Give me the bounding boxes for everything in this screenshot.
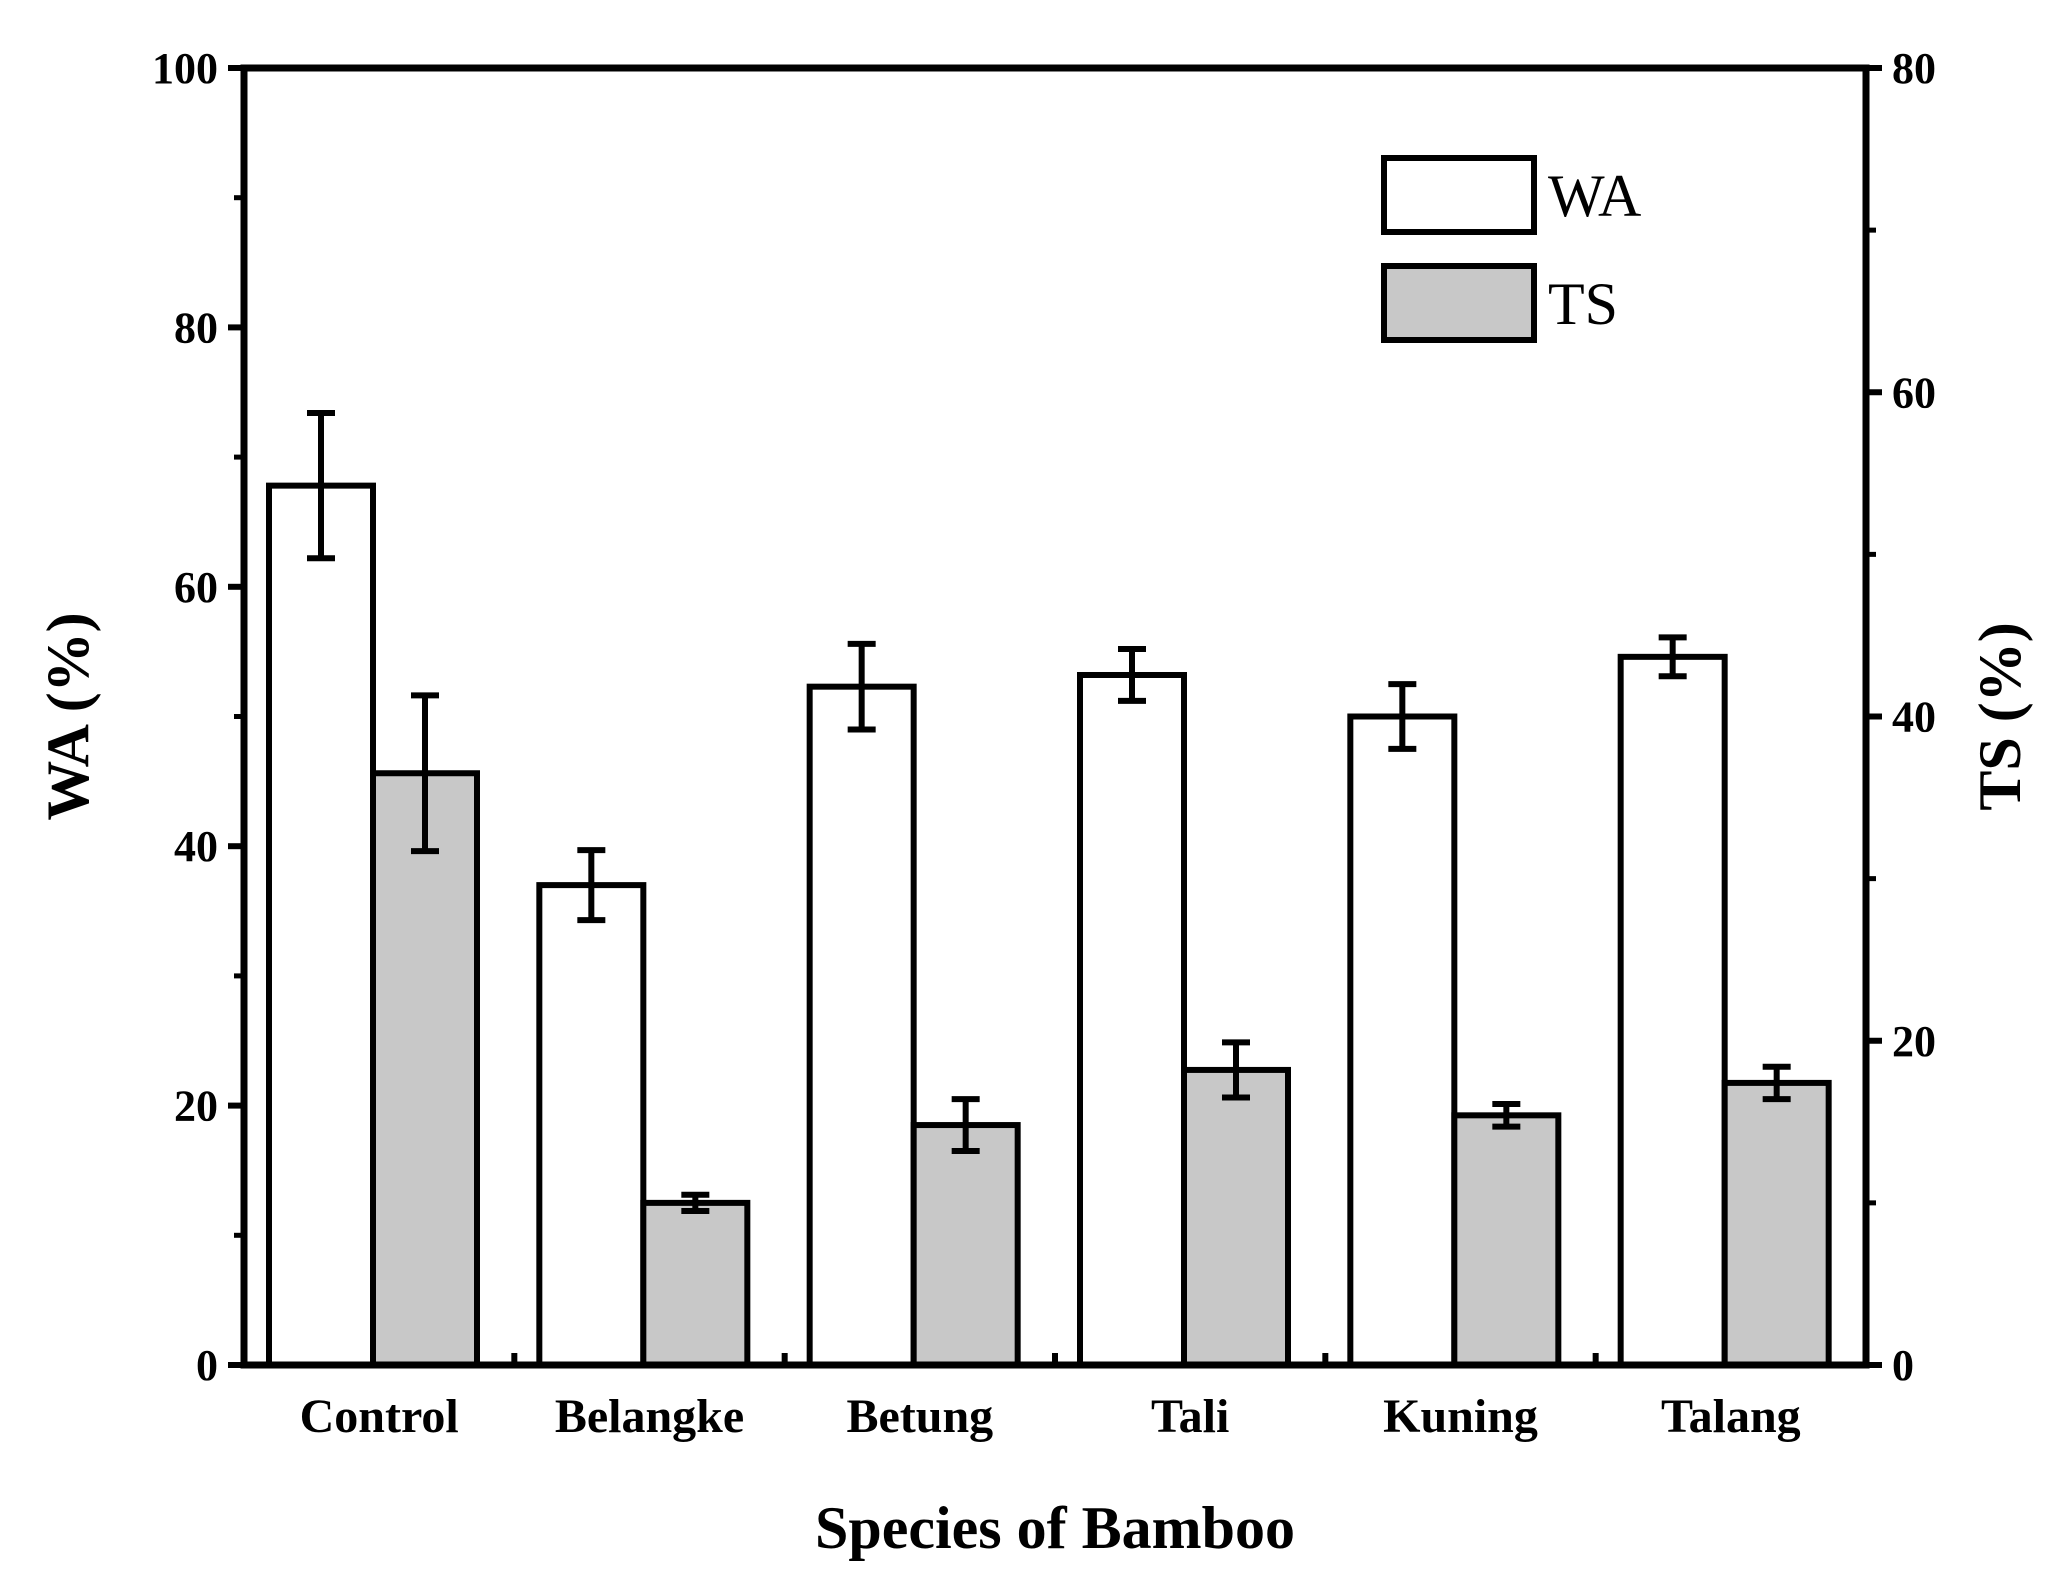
- legend-label-wa: WA: [1548, 163, 1641, 229]
- bar-wa-belangke: [536, 882, 647, 1368]
- y-tick-label-20: 20: [174, 1082, 218, 1131]
- error-bar-ts-control: [411, 692, 439, 855]
- legend-swatch-ts: [1381, 263, 1537, 343]
- bar-wa-betung: [806, 683, 917, 1368]
- x-axis-title: Species of Bamboo: [815, 1495, 1295, 1561]
- bar-ts-kuning: [1451, 1112, 1562, 1369]
- bar-ts-tali: [1181, 1066, 1291, 1368]
- error-bar-ts-tali: [1222, 1039, 1250, 1101]
- error-bar-ts-betung: [951, 1096, 980, 1154]
- bar-wa-tali: [1077, 671, 1187, 1368]
- x-tick-label-talang: Talang: [1661, 1390, 1801, 1443]
- legend-label-ts: TS: [1548, 271, 1618, 337]
- legend: WA TS: [1381, 155, 1641, 343]
- y-tick-label-80: 80: [174, 303, 218, 352]
- y-tick-label-40: 40: [174, 822, 218, 871]
- y-axis-title: WA (%): [35, 612, 101, 820]
- legend-swatch-wa: [1381, 155, 1537, 235]
- error-bar-wa-control: [307, 410, 335, 562]
- error-bar-wa-betung: [847, 640, 876, 733]
- plot-area: [266, 410, 1832, 1369]
- error-bar-ts-kuning: [1492, 1100, 1521, 1130]
- y2-tick-label-0: 0: [1892, 1341, 1914, 1390]
- y-tick-label-100: 100: [152, 44, 218, 93]
- axes: Control Belangke Betung Tali Kuning Talang 0 20…: [152, 44, 1936, 1443]
- error-bar-wa-belangke: [577, 847, 606, 924]
- error-bar-ts-belangke: [681, 1191, 710, 1214]
- x-tick-label-betung: Betung: [846, 1390, 993, 1443]
- bar-wa-kuning: [1347, 713, 1458, 1368]
- error-bar-wa-talang: [1658, 634, 1687, 680]
- bar-ts-belangke: [640, 1199, 751, 1368]
- y2-tick-label-40: 40: [1892, 693, 1936, 742]
- y2-axis-title: TS (%): [1967, 622, 2033, 810]
- error-bar-ts-talang: [1762, 1063, 1791, 1103]
- x-tick-label-kuning: Kuning: [1383, 1390, 1538, 1443]
- bar-ts-betung: [910, 1122, 1021, 1369]
- x-tick-label-belangke: Belangke: [555, 1390, 744, 1443]
- y-tick-label-60: 60: [174, 563, 218, 612]
- bar-wa-talang: [1617, 653, 1728, 1368]
- bar-wa-control: [266, 482, 376, 1369]
- error-bar-wa-tali: [1118, 646, 1146, 704]
- y2-tick-label-20: 20: [1892, 1017, 1936, 1066]
- y-tick-label-0: 0: [196, 1341, 218, 1390]
- bar-ts-talang: [1721, 1079, 1832, 1368]
- x-tick-label-tali: Tali: [1151, 1390, 1229, 1443]
- x-tick-label-control: Control: [300, 1390, 459, 1443]
- y2-tick-label-80: 80: [1892, 44, 1936, 93]
- bar-ts-control: [370, 770, 480, 1368]
- y2-tick-label-60: 60: [1892, 368, 1936, 417]
- error-bar-wa-kuning: [1388, 681, 1417, 752]
